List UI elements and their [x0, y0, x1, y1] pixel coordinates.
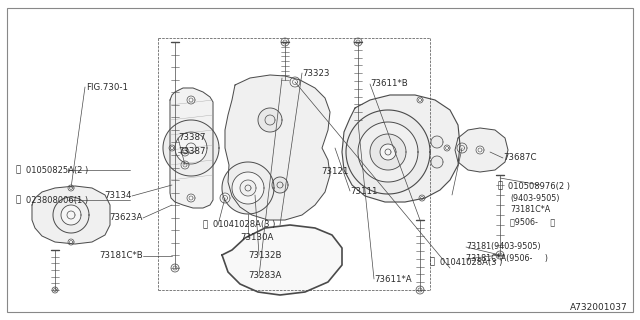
Text: 73611*A: 73611*A — [374, 275, 412, 284]
Polygon shape — [68, 185, 74, 191]
Text: 73111: 73111 — [350, 187, 378, 196]
Text: 73181C*B: 73181C*B — [99, 252, 143, 260]
Polygon shape — [175, 132, 207, 164]
Polygon shape — [358, 122, 418, 182]
Polygon shape — [496, 251, 504, 259]
Polygon shape — [281, 38, 289, 46]
Text: 73611*B: 73611*B — [370, 79, 408, 89]
Polygon shape — [431, 156, 443, 168]
Text: A732001037: A732001037 — [570, 303, 628, 313]
Polygon shape — [163, 120, 219, 176]
Polygon shape — [52, 287, 58, 293]
Polygon shape — [419, 195, 425, 201]
Text: 73132B: 73132B — [248, 251, 282, 260]
Text: 73134: 73134 — [104, 191, 132, 201]
Text: 73687C: 73687C — [503, 154, 536, 163]
Polygon shape — [53, 197, 89, 233]
Text: 73387: 73387 — [178, 148, 205, 156]
Text: Ⓑ: Ⓑ — [15, 165, 20, 174]
Text: 01041028A(3 ): 01041028A(3 ) — [213, 220, 275, 229]
Polygon shape — [225, 75, 330, 220]
Text: 73181(9403-9505): 73181(9403-9505) — [466, 243, 541, 252]
Polygon shape — [171, 264, 179, 272]
Polygon shape — [457, 143, 467, 153]
Polygon shape — [417, 97, 423, 103]
Polygon shape — [290, 77, 300, 87]
Text: Ⓑ: Ⓑ — [202, 220, 207, 229]
Text: 73623A: 73623A — [109, 213, 143, 222]
Text: FIG.730-1: FIG.730-1 — [86, 83, 128, 92]
Polygon shape — [354, 38, 362, 46]
Text: 023808006(1 ): 023808006(1 ) — [26, 196, 88, 204]
Polygon shape — [258, 108, 282, 132]
Text: （9506-     ）: （9506- ） — [510, 218, 555, 227]
Polygon shape — [222, 225, 342, 295]
Polygon shape — [181, 148, 189, 156]
Polygon shape — [346, 110, 430, 194]
Text: (9403-9505): (9403-9505) — [510, 194, 559, 203]
Text: 73121: 73121 — [321, 166, 349, 175]
Polygon shape — [431, 136, 443, 148]
Text: 73387: 73387 — [178, 133, 205, 142]
Polygon shape — [61, 205, 81, 225]
Polygon shape — [170, 88, 213, 208]
Polygon shape — [187, 194, 195, 202]
Polygon shape — [380, 144, 396, 160]
Text: 73181C*A: 73181C*A — [510, 205, 550, 214]
Polygon shape — [240, 180, 256, 196]
Polygon shape — [222, 162, 274, 214]
Polygon shape — [416, 286, 424, 294]
Polygon shape — [455, 128, 508, 172]
Polygon shape — [342, 95, 460, 202]
Polygon shape — [32, 186, 110, 244]
Text: 01050825A(2 ): 01050825A(2 ) — [26, 165, 88, 174]
Polygon shape — [444, 145, 450, 151]
Text: Ⓑ: Ⓑ — [429, 258, 435, 267]
Text: Ⓝ: Ⓝ — [15, 196, 20, 204]
Polygon shape — [181, 161, 189, 169]
Polygon shape — [68, 239, 74, 245]
Text: 73181C*A(9506-     ): 73181C*A(9506- ) — [466, 254, 548, 263]
Polygon shape — [169, 145, 175, 151]
Text: 73323: 73323 — [302, 68, 330, 77]
Text: Ⓑ: Ⓑ — [497, 181, 502, 190]
Text: 01041028A(3 ): 01041028A(3 ) — [440, 258, 502, 267]
Polygon shape — [370, 134, 406, 170]
Text: 73130A: 73130A — [240, 233, 273, 242]
Polygon shape — [187, 96, 195, 104]
Polygon shape — [232, 172, 264, 204]
Polygon shape — [272, 177, 288, 193]
Text: 010508976(2 ): 010508976(2 ) — [508, 181, 570, 190]
Polygon shape — [476, 146, 484, 154]
Polygon shape — [220, 193, 230, 203]
Text: 73283A: 73283A — [248, 271, 282, 281]
